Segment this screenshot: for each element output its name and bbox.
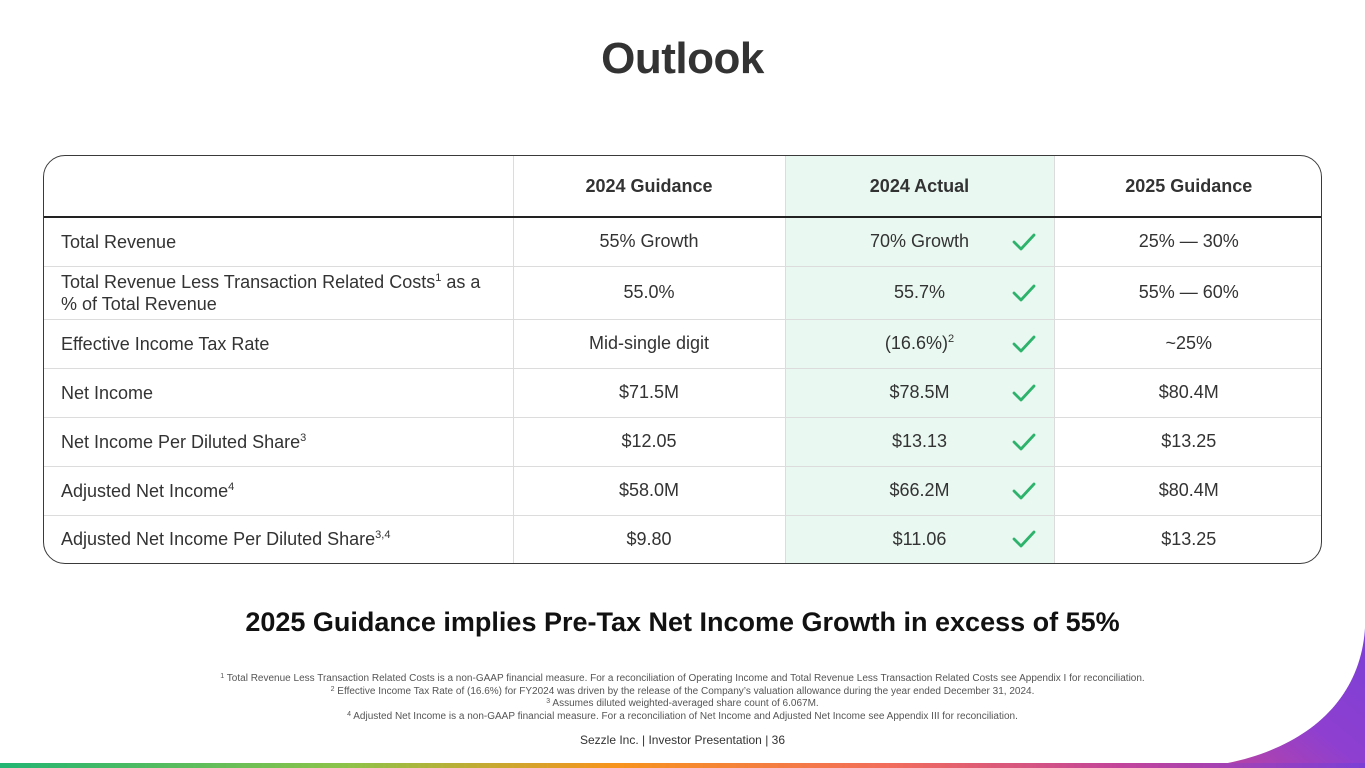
table-row: Adjusted Net Income4 $58.0M $66.2M $80.4M [44, 466, 1321, 516]
metric-cell: Adjusted Net Income Per Diluted Share3,4 [44, 515, 513, 563]
table-row: Total Revenue Less Transaction Related C… [44, 266, 1321, 320]
check-icon [1012, 384, 1035, 401]
guidance-2025-cell: $80.4M [1053, 466, 1321, 516]
bottom-gradient-bar [0, 763, 1365, 768]
actual-2024-cell: $13.13 [784, 417, 1054, 467]
metric-cell: Total Revenue Less Transaction Related C… [44, 266, 513, 320]
actual-value: $11.06 [892, 528, 947, 549]
metric-cell: Net Income [44, 368, 513, 418]
header-row: 2024 Guidance 2024 Actual 2025 Guidance [44, 156, 1321, 218]
footnote-number: 4 [347, 710, 352, 718]
actual-2024-cell: (16.6%)2 [784, 319, 1054, 369]
metric-label: Net Income [61, 382, 154, 403]
guidance-headline: 2025 Guidance implies Pre-Tax Net Income… [245, 607, 1120, 637]
guidance-2024-cell: $71.5M [512, 368, 785, 418]
guidance-2025-cell: 25% — 30% [1053, 217, 1321, 267]
guidance-2024-cell: $58.0M [512, 466, 785, 516]
actual-value: $78.5M [889, 382, 950, 402]
guidance-2024-cell: Mid-single digit [512, 319, 785, 369]
guidance-2024-cell: $12.05 [512, 417, 785, 467]
check-icon [1012, 233, 1035, 251]
check-icon [1012, 433, 1035, 450]
metric-footnote-ref: 1 [435, 271, 442, 284]
check-icon [1012, 482, 1035, 499]
guidance-2025-cell: $13.25 [1053, 417, 1321, 467]
header-2024-actual: 2024 Actual [784, 156, 1054, 218]
actual-value: 55.7% [893, 282, 946, 302]
footnote-text: Effective Income Tax Rate of (16.6%) for… [337, 685, 1035, 697]
guidance-2024-cell: $9.80 [512, 515, 785, 563]
actual-value: $13.13 [891, 431, 948, 451]
table-row: Effective Income Tax Rate Mid-single digi… [44, 319, 1321, 369]
page-footer: Sezzle Inc. | Investor Presentation | 36 [579, 733, 785, 747]
header-metric [44, 156, 513, 218]
table-row: Adjusted Net Income Per Diluted Share3,4… [44, 515, 1321, 563]
metric-label: Effective Income Tax Rate [61, 333, 270, 354]
actual-value: $66.2M [889, 480, 950, 500]
actual-footnote-ref: 2 [947, 333, 955, 345]
metric-footnote-ref: 4 [228, 480, 235, 493]
header-2025-guidance: 2025 Guidance [1053, 156, 1321, 218]
actual-2024-cell: $78.5M [784, 368, 1054, 418]
metric-cell: Adjusted Net Income4 [44, 466, 513, 516]
metric-cell: Total Revenue [44, 217, 513, 267]
metric-label: Total Revenue Less Transaction Related C… [61, 271, 436, 292]
footnote-text: Assumes diluted weighted-averaged share … [552, 698, 819, 709]
table-row: Net Income Per Diluted Share3 $12.05 $13.1… [44, 417, 1321, 467]
footnote-number: 2 [330, 685, 335, 693]
guidance-2025-cell: $80.4M [1053, 368, 1321, 418]
table-row: Total Revenue 55% Growth 70% Growth 25% — 3… [44, 217, 1321, 267]
metric-cell: Effective Income Tax Rate [44, 319, 513, 369]
table-row: Net Income $71.5M $78.5M $80.4M [44, 368, 1321, 418]
actual-value: 70% Growth [869, 231, 970, 252]
check-icon [1012, 284, 1035, 301]
guidance-2025-cell: $13.25 [1053, 515, 1321, 563]
guidance-2024-cell: 55% Growth [512, 217, 785, 267]
footnote-number: 1 [220, 673, 225, 680]
metric-footnote-ref: 3,4 [375, 529, 391, 542]
actual-2024-cell: $11.06 [784, 515, 1054, 563]
footnote-text: Total Revenue Less Transaction Related C… [226, 673, 1145, 684]
guidance-2025-cell: 55% — 60% [1053, 266, 1321, 320]
footnote-3: 3 Assumes diluted weighted-averaged shar… [0, 698, 1365, 711]
metric-label: Net Income Per Diluted Share [61, 431, 301, 452]
check-icon [1012, 335, 1035, 352]
metric-label: Adjusted Net Income [61, 480, 229, 501]
guidance-2024-cell: 55.0% [512, 266, 785, 320]
actual-value: (16.6%) [884, 333, 948, 353]
metric-footnote-ref: 3 [300, 431, 307, 444]
check-icon [1012, 530, 1035, 548]
footnote-1: 1 Total Revenue Less Transaction Related… [0, 673, 1365, 686]
outlook-table: 2024 Guidance 2024 Actual 2025 Guidance … [43, 155, 1322, 564]
header-2024-guidance: 2024 Guidance [512, 156, 785, 218]
actual-2024-cell: 55.7% [784, 266, 1054, 320]
footnote-text: Adjusted Net Income is a non-GAAP financ… [353, 710, 1018, 722]
footnote-2: 2 Effective Income Tax Rate of (16.6%) f… [0, 686, 1365, 699]
metric-cell: Net Income Per Diluted Share3 [44, 417, 513, 467]
metric-label: Total Revenue [61, 231, 177, 252]
guidance-2025-cell: ~25% [1053, 319, 1321, 369]
metric-label: Adjusted Net Income Per Diluted Share [61, 529, 376, 550]
footnote-4: 4 Adjusted Net Income is a non-GAAP fina… [0, 711, 1365, 724]
footnote-number: 3 [546, 698, 551, 705]
actual-2024-cell: 70% Growth [784, 217, 1054, 267]
actual-2024-cell: $66.2M [784, 466, 1054, 516]
metric-label-suffix: as a % of Total Revenue [61, 271, 481, 314]
footnotes: 1 Total Revenue Less Transaction Related… [0, 673, 1365, 723]
page-title: Outlook [601, 34, 764, 83]
corner-decoration [1195, 628, 1365, 768]
